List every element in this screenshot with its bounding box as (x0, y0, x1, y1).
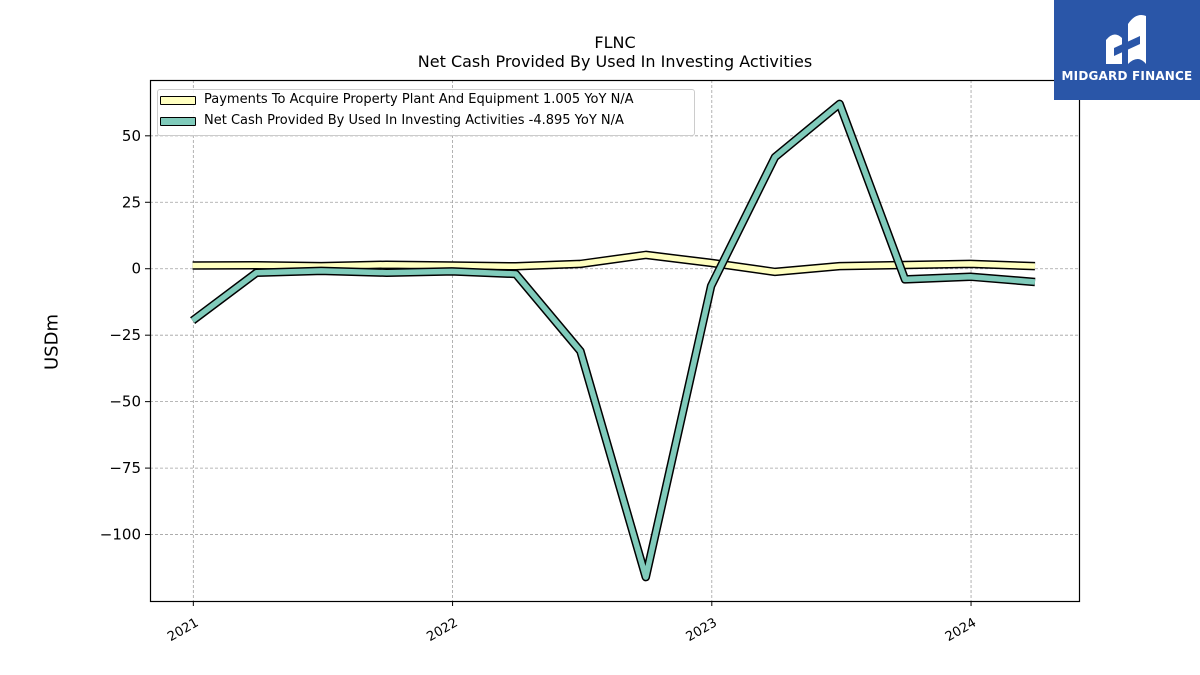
legend-label-ppe: Payments To Acquire Property Plant And E… (204, 92, 634, 107)
x-tick-label: 2022 (424, 615, 460, 645)
chart-subtitle: Net Cash Provided By Used In Investing A… (417, 52, 813, 71)
y-axis-label: USDm (41, 314, 63, 370)
brand-logo: MIDGARD FINANCE (1054, 0, 1200, 100)
y-tick-label: 50 (122, 127, 141, 145)
series-line-0 (192, 250, 1036, 277)
x-tick-label: 2024 (943, 615, 979, 645)
grid (150, 80, 1079, 601)
x-tick-label: 2023 (684, 615, 720, 645)
series-stroke (192, 252, 1036, 275)
logo-text: MIDGARD FINANCE (1061, 69, 1193, 83)
x-tick-label: 2021 (165, 615, 201, 645)
y-tick-label: −25 (109, 326, 141, 344)
ticks: 50 25 0 −25 −50 −75 −100 2021 2022 2023 2024 (100, 127, 979, 645)
legend-label-investing: Net Cash Provided By Used In Investing A… (204, 113, 624, 128)
legend: Payments To Acquire Property Plant And E… (157, 89, 695, 136)
logo-mark-icon (1106, 15, 1146, 64)
series-outline (190, 99, 1036, 582)
y-tick-label: −50 (109, 393, 141, 411)
plot-frame (149, 79, 1081, 603)
legend-swatch-investing (160, 117, 196, 126)
series-group (190, 99, 1036, 582)
y-tick-label: 25 (122, 193, 141, 211)
chart-title: FLNC (594, 33, 636, 52)
legend-swatch-ppe (160, 96, 196, 105)
y-tick-label: −100 (100, 526, 141, 544)
series-line-1 (190, 99, 1036, 582)
series-stroke (190, 101, 1036, 580)
y-tick-label: −75 (109, 459, 141, 477)
y-tick-label: 0 (131, 260, 141, 278)
